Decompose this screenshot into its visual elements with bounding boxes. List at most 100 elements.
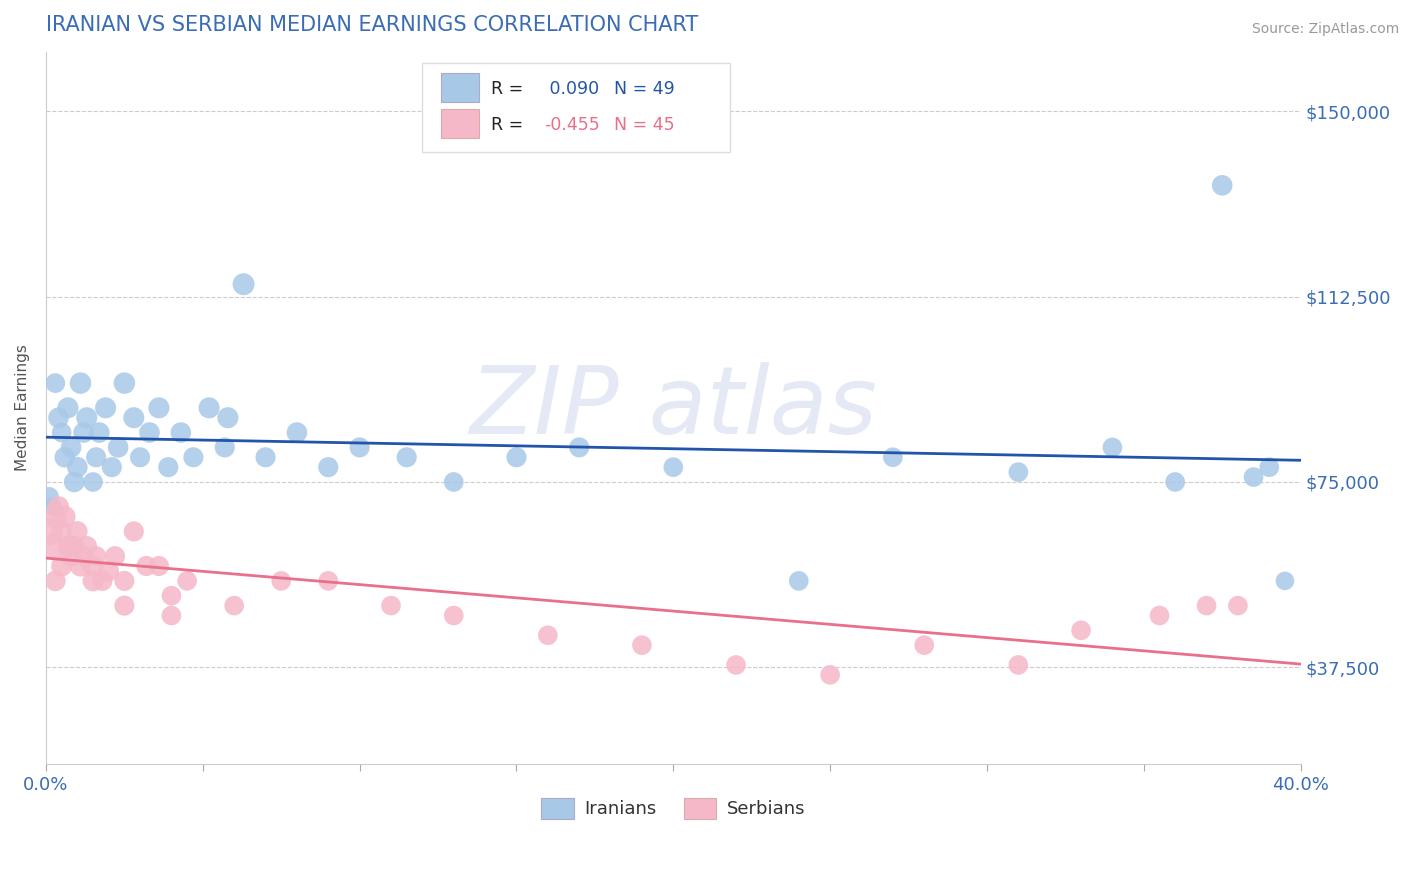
Point bbox=[724, 657, 747, 672]
Legend: Iranians, Serbians: Iranians, Serbians bbox=[534, 790, 813, 826]
Point bbox=[112, 376, 135, 390]
Point bbox=[818, 668, 841, 682]
Point bbox=[214, 441, 236, 455]
Point bbox=[882, 450, 904, 465]
Point bbox=[60, 549, 83, 563]
Point bbox=[148, 401, 170, 415]
Point bbox=[107, 441, 129, 455]
Point bbox=[1211, 178, 1233, 193]
Point bbox=[112, 574, 135, 588]
Point bbox=[69, 559, 91, 574]
Text: N = 45: N = 45 bbox=[614, 116, 675, 134]
Point bbox=[41, 539, 63, 553]
Point bbox=[89, 425, 111, 440]
Point bbox=[443, 475, 465, 489]
Point bbox=[217, 410, 239, 425]
Point bbox=[129, 450, 152, 465]
Point bbox=[94, 401, 117, 415]
Point bbox=[138, 425, 160, 440]
Point bbox=[285, 425, 308, 440]
Point bbox=[53, 509, 76, 524]
Text: R =: R = bbox=[491, 80, 529, 98]
Point bbox=[380, 599, 402, 613]
Point bbox=[69, 376, 91, 390]
FancyBboxPatch shape bbox=[422, 62, 730, 152]
Text: R =: R = bbox=[491, 116, 529, 134]
Point bbox=[1226, 599, 1249, 613]
Point bbox=[1164, 475, 1187, 489]
Point bbox=[60, 539, 83, 553]
Point bbox=[160, 589, 183, 603]
Point bbox=[1258, 460, 1281, 475]
Point bbox=[122, 410, 145, 425]
Point bbox=[316, 574, 339, 588]
Point bbox=[104, 549, 127, 563]
Point bbox=[568, 441, 591, 455]
Point bbox=[41, 500, 63, 514]
Point bbox=[66, 524, 89, 539]
Point bbox=[56, 539, 79, 553]
Point bbox=[254, 450, 277, 465]
Point bbox=[198, 401, 221, 415]
Point bbox=[48, 500, 70, 514]
Point bbox=[1070, 624, 1092, 638]
Point bbox=[157, 460, 180, 475]
Point bbox=[60, 441, 83, 455]
Point bbox=[63, 539, 86, 553]
Point bbox=[270, 574, 292, 588]
Point bbox=[48, 410, 70, 425]
Point bbox=[912, 638, 935, 652]
Text: IRANIAN VS SERBIAN MEDIAN EARNINGS CORRELATION CHART: IRANIAN VS SERBIAN MEDIAN EARNINGS CORRE… bbox=[46, 15, 699, 35]
Point bbox=[91, 574, 114, 588]
Point bbox=[1243, 470, 1265, 484]
Point bbox=[84, 450, 107, 465]
Point bbox=[44, 574, 66, 588]
Point bbox=[537, 628, 560, 642]
Point bbox=[53, 450, 76, 465]
Point bbox=[316, 460, 339, 475]
Point bbox=[505, 450, 527, 465]
Text: -0.455: -0.455 bbox=[544, 116, 600, 134]
Point bbox=[662, 460, 685, 475]
FancyBboxPatch shape bbox=[441, 110, 479, 138]
Point bbox=[224, 599, 246, 613]
Point bbox=[101, 460, 124, 475]
Point bbox=[787, 574, 810, 588]
FancyBboxPatch shape bbox=[441, 73, 479, 102]
Point bbox=[66, 460, 89, 475]
Point bbox=[82, 475, 104, 489]
Point bbox=[1149, 608, 1171, 623]
Point bbox=[51, 524, 73, 539]
Point bbox=[63, 475, 86, 489]
Point bbox=[51, 425, 73, 440]
Point bbox=[1274, 574, 1296, 588]
Point bbox=[148, 559, 170, 574]
Point bbox=[56, 401, 79, 415]
Point bbox=[84, 549, 107, 563]
Text: N = 49: N = 49 bbox=[614, 80, 675, 98]
Y-axis label: Median Earnings: Median Earnings bbox=[15, 344, 30, 471]
Point bbox=[82, 559, 104, 574]
Text: Source: ZipAtlas.com: Source: ZipAtlas.com bbox=[1251, 22, 1399, 37]
Point bbox=[72, 425, 94, 440]
Point bbox=[135, 559, 157, 574]
Point bbox=[395, 450, 418, 465]
Point bbox=[160, 608, 183, 623]
Point bbox=[51, 559, 73, 574]
Point bbox=[44, 509, 66, 524]
Point bbox=[1101, 441, 1123, 455]
Point bbox=[82, 574, 104, 588]
Point bbox=[44, 376, 66, 390]
Point bbox=[38, 524, 60, 539]
Point bbox=[183, 450, 205, 465]
Point bbox=[443, 608, 465, 623]
Point bbox=[1007, 657, 1029, 672]
Point bbox=[1195, 599, 1218, 613]
Point bbox=[349, 441, 371, 455]
Point bbox=[76, 410, 98, 425]
Point bbox=[97, 564, 120, 578]
Point bbox=[232, 277, 254, 292]
Point bbox=[112, 599, 135, 613]
Point bbox=[631, 638, 654, 652]
Point bbox=[38, 490, 60, 504]
